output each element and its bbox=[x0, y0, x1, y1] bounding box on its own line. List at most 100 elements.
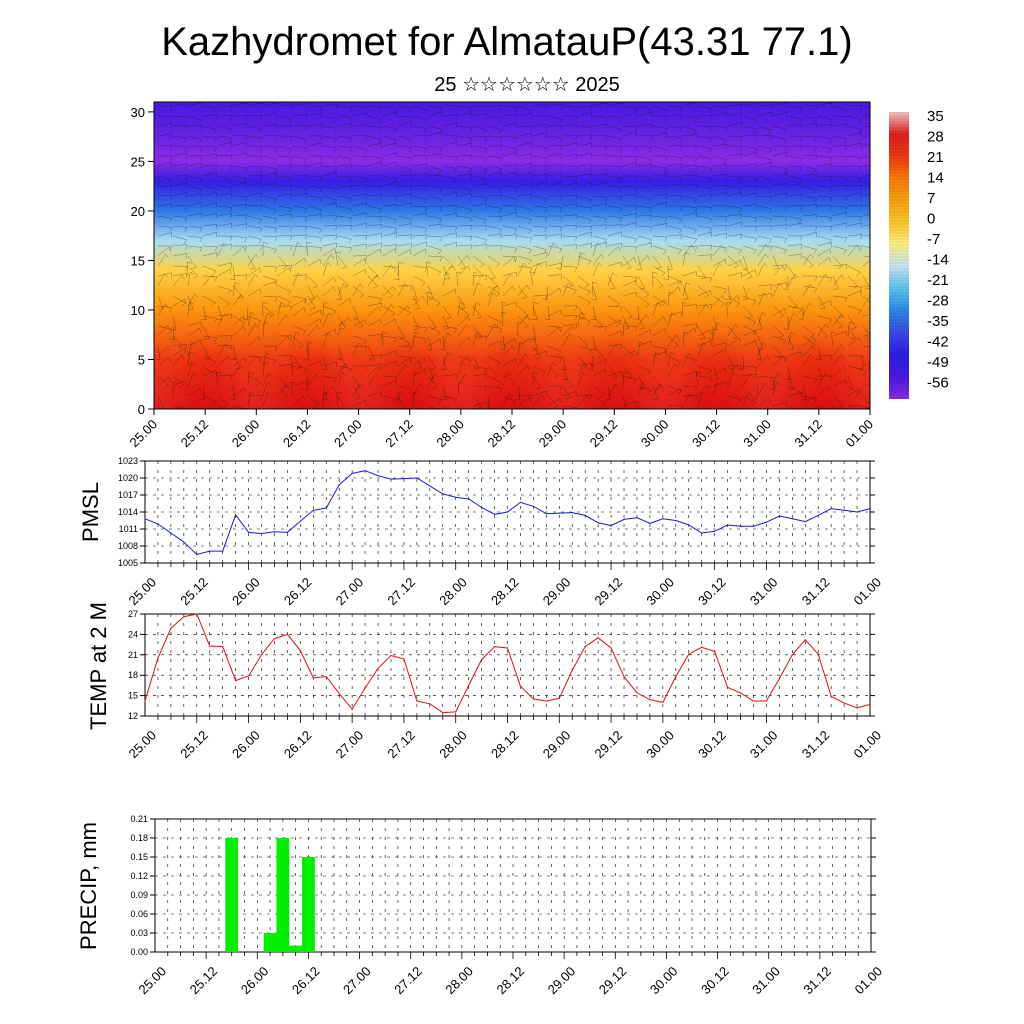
wind-barb-flag bbox=[185, 273, 187, 279]
wind-barb-flag bbox=[335, 104, 338, 110]
wind-barb-flag bbox=[249, 267, 255, 270]
wind-barb-flag bbox=[303, 158, 307, 164]
wind-barb bbox=[652, 202, 667, 207]
wind-barb-flag bbox=[708, 369, 712, 374]
wind-barb bbox=[397, 174, 412, 177]
wind-barb bbox=[577, 215, 592, 221]
wind-barb bbox=[682, 370, 697, 377]
wind-barb bbox=[772, 165, 787, 169]
wind-barb-flag bbox=[560, 153, 563, 159]
wind-barb bbox=[487, 275, 498, 287]
wind-barb bbox=[247, 182, 262, 187]
pmsl-point bbox=[209, 550, 211, 552]
wind-barb-flag bbox=[169, 186, 173, 192]
wind-barb bbox=[412, 383, 421, 397]
wind-barb-flag bbox=[589, 207, 593, 213]
wind-barb bbox=[472, 135, 487, 137]
wind-barb bbox=[412, 105, 427, 110]
wind-barb-flag bbox=[709, 218, 712, 224]
wind-barb-flag bbox=[725, 164, 728, 170]
wind-barb-flag bbox=[310, 307, 316, 310]
wind-barb bbox=[592, 102, 607, 107]
wind-barb bbox=[727, 145, 742, 148]
wind-barb-flag bbox=[214, 137, 218, 143]
colorbar-label: -7 bbox=[927, 231, 940, 248]
wind-barb-flag bbox=[815, 123, 817, 129]
wind-barb bbox=[817, 300, 831, 307]
wind-barb bbox=[157, 305, 172, 308]
temp-point bbox=[636, 692, 638, 694]
wind-barb bbox=[742, 163, 757, 167]
wind-barb-flag bbox=[679, 137, 683, 143]
wind-barb bbox=[412, 134, 427, 137]
wind-barb-flag bbox=[769, 377, 773, 383]
wind-barb-flag bbox=[425, 163, 428, 169]
wind-barb-flag bbox=[635, 146, 638, 152]
wind-barb bbox=[560, 255, 564, 270]
wind-barb bbox=[352, 234, 367, 237]
wind-barb bbox=[172, 375, 184, 386]
wind-barb-flag bbox=[170, 133, 173, 139]
wind-barb bbox=[307, 195, 322, 198]
wind-barb bbox=[577, 305, 585, 319]
wind-barb-flag bbox=[784, 238, 787, 243]
wind-barb-flag bbox=[230, 115, 233, 121]
wind-barb-flag bbox=[335, 215, 338, 221]
wind-barb bbox=[727, 372, 734, 387]
wind-barb-flag bbox=[755, 204, 758, 210]
wind-barb bbox=[322, 115, 337, 119]
wind-barb bbox=[712, 365, 719, 379]
wind-barb-flag bbox=[871, 295, 874, 299]
wind-barb-flag bbox=[695, 174, 698, 180]
wind-barb bbox=[817, 315, 832, 320]
wind-barb bbox=[682, 102, 697, 107]
wind-barb bbox=[397, 243, 412, 247]
wind-barb-flag bbox=[556, 267, 561, 270]
wind-barb-flag bbox=[469, 107, 473, 113]
wind-barb bbox=[487, 233, 502, 237]
wind-barb bbox=[442, 175, 457, 180]
wind-barb-flag bbox=[375, 374, 379, 379]
wind-barb bbox=[487, 115, 502, 119]
wind-barb-flag bbox=[424, 327, 428, 333]
wind-barb bbox=[667, 385, 682, 391]
wind-barb bbox=[607, 405, 610, 409]
wind-barb bbox=[217, 262, 232, 267]
wind-barb bbox=[832, 105, 847, 111]
heat-x-tick-label: 27.00 bbox=[331, 417, 365, 451]
wind-barb-flag bbox=[193, 372, 198, 377]
pmsl-point bbox=[752, 525, 755, 527]
wind-barb-flag bbox=[515, 164, 518, 170]
wind-barb bbox=[772, 182, 787, 187]
wind-barb bbox=[577, 345, 592, 351]
wind-barb-flag bbox=[467, 265, 471, 271]
wind-barb bbox=[757, 335, 764, 350]
wind-barb bbox=[487, 340, 501, 347]
wind-barb-flag bbox=[285, 384, 290, 389]
wind-barb-flag bbox=[414, 308, 420, 310]
wind-barb-flag bbox=[423, 109, 427, 114]
wind-barb-flag bbox=[645, 314, 650, 319]
wind-barb bbox=[337, 245, 352, 249]
wind-barb-flag bbox=[185, 266, 188, 272]
wind-barb-flag bbox=[259, 137, 263, 143]
wind-barb bbox=[532, 245, 547, 250]
wind-barb-flag bbox=[350, 123, 352, 129]
wind-barb-flag bbox=[557, 351, 561, 356]
wind-barb bbox=[262, 155, 277, 161]
wind-barb-flag bbox=[311, 418, 316, 419]
wind-barb bbox=[802, 135, 817, 138]
wind-barb bbox=[502, 395, 516, 402]
wind-barb bbox=[457, 405, 460, 409]
wind-barb bbox=[187, 302, 190, 317]
wind-barb bbox=[577, 372, 583, 387]
wind-barb bbox=[517, 385, 521, 400]
wind-barb-flag bbox=[782, 340, 787, 345]
wind-barb bbox=[682, 304, 697, 307]
wind-barb-flag bbox=[588, 349, 592, 355]
wind-barb bbox=[787, 105, 802, 109]
wind-barb-flag bbox=[587, 260, 592, 265]
wind-barb-flag bbox=[689, 393, 694, 398]
wind-barb bbox=[697, 325, 706, 339]
wind-barb-flag bbox=[680, 144, 683, 150]
